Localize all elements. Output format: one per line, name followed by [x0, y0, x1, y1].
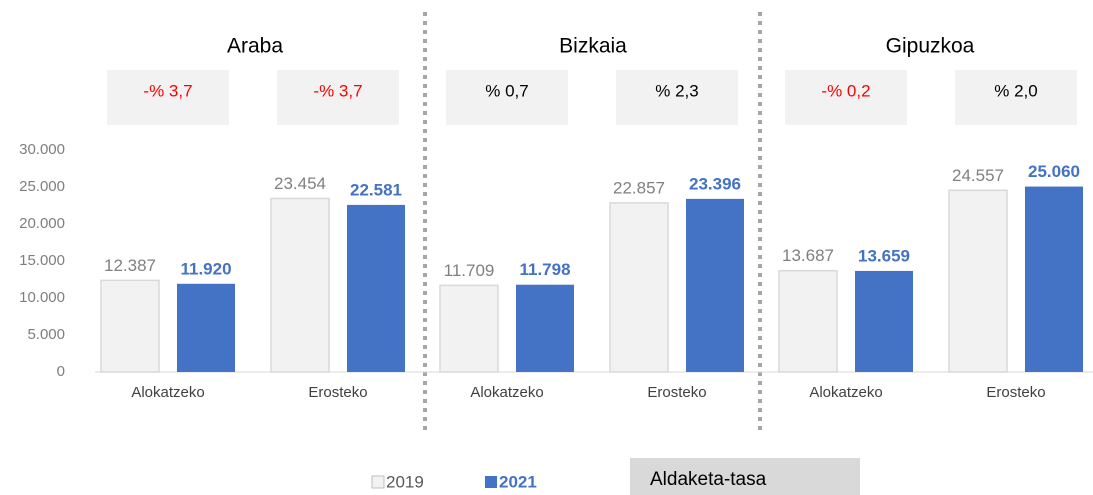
- y-tick-label: 5.000: [27, 326, 65, 343]
- x-tick-label: Erosteko: [308, 384, 367, 401]
- value-label: 11.709: [444, 261, 495, 280]
- x-tick-label: Alokatzeko: [809, 384, 882, 401]
- bar: [100, 279, 160, 373]
- bar: [270, 197, 330, 373]
- rate-label: % 0,7: [485, 81, 528, 100]
- value-label: 25.060: [1028, 162, 1080, 181]
- value-label: 22.581: [350, 180, 402, 199]
- bar: [948, 189, 1008, 373]
- x-tick-label: Alokatzeko: [470, 384, 543, 401]
- rate-label: % 2,3: [655, 81, 698, 100]
- rate-label: % 2,0: [994, 81, 1037, 100]
- rate-box: [107, 70, 229, 125]
- value-label: 23.396: [689, 174, 741, 193]
- bar: [1025, 186, 1083, 372]
- group-title: Gipuzkoa: [886, 35, 975, 58]
- group-title: Bizkaia: [559, 35, 627, 58]
- value-label: 12.387: [104, 256, 156, 275]
- x-tick-label: Erosteko: [986, 384, 1045, 401]
- rate-box: [785, 70, 907, 125]
- rate-box: [446, 70, 568, 125]
- legend-swatch: [485, 476, 497, 488]
- x-tick-label: Erosteko: [647, 384, 706, 401]
- y-tick-label: 10.000: [19, 289, 65, 306]
- legend-label: 2021: [499, 472, 537, 491]
- rate-label: -% 0,2: [821, 81, 870, 100]
- rate-label: -% 3,7: [143, 81, 192, 100]
- y-tick-label: 20.000: [19, 215, 65, 232]
- rate-label: -% 3,7: [313, 81, 362, 100]
- rate-box: [277, 70, 399, 125]
- value-label: 24.557: [952, 166, 1004, 185]
- legend-swatch: [371, 475, 385, 489]
- y-tick-label: 30.000: [19, 141, 65, 158]
- value-label: 22.857: [613, 178, 665, 197]
- bar: [686, 198, 744, 372]
- bar: [609, 202, 669, 373]
- bar: [778, 269, 838, 373]
- value-label: 11.920: [180, 259, 231, 278]
- bar: [177, 283, 235, 372]
- y-tick-label: 25.000: [19, 178, 65, 195]
- bar: [347, 204, 405, 372]
- legend-rate-label: Aldaketa-tasa: [650, 469, 767, 490]
- y-tick-label: 15.000: [19, 252, 65, 269]
- value-label: 13.687: [782, 246, 834, 265]
- bar: [855, 270, 913, 372]
- value-label: 23.454: [274, 174, 326, 193]
- legend-rate-box: [630, 458, 860, 495]
- y-tick-label: 0: [57, 363, 65, 380]
- rate-box: [616, 70, 738, 125]
- bar: [439, 284, 499, 373]
- value-label: 13.659: [858, 246, 910, 265]
- legend-label: 2019: [386, 472, 424, 491]
- group-title: Araba: [227, 35, 283, 58]
- x-tick-label: Alokatzeko: [131, 384, 204, 401]
- value-label: 11.798: [519, 260, 570, 279]
- rate-box: [955, 70, 1077, 125]
- bar: [516, 284, 574, 372]
